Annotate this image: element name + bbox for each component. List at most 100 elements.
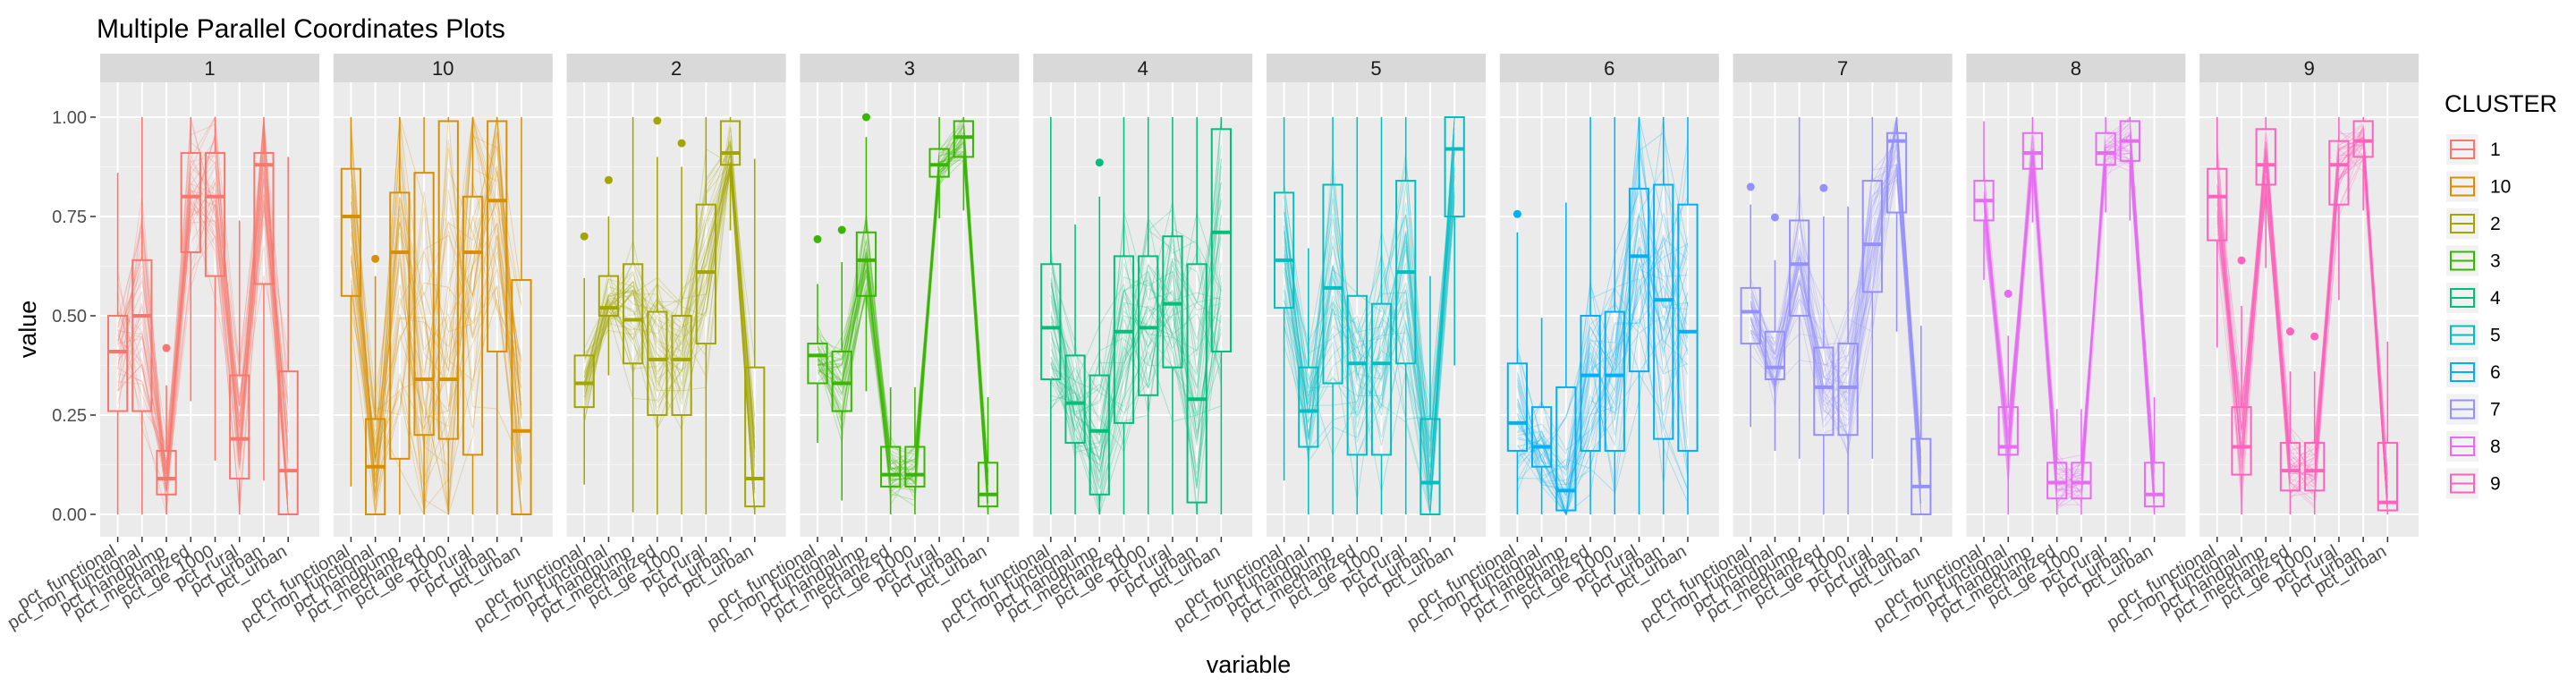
parallel-line bbox=[117, 116, 289, 515]
box-body bbox=[1298, 366, 1319, 448]
parallel-line bbox=[350, 201, 522, 515]
box-body bbox=[1506, 362, 1529, 452]
box-body bbox=[1531, 406, 1553, 468]
parallel-line bbox=[583, 163, 756, 432]
facet-strip bbox=[800, 54, 1020, 82]
facet-strip-label: 9 bbox=[2304, 57, 2315, 80]
parallel-line bbox=[117, 148, 289, 515]
parallel-line bbox=[1050, 239, 1222, 508]
parallel-line bbox=[1284, 168, 1455, 446]
parallel-line bbox=[1516, 243, 1689, 497]
parallel-line bbox=[1750, 123, 1922, 464]
parallel-line bbox=[1050, 165, 1222, 489]
parallel-line bbox=[583, 144, 756, 466]
parallel-line bbox=[1517, 212, 1689, 472]
parallel-line bbox=[350, 116, 522, 515]
parallel-line bbox=[2216, 154, 2388, 515]
parallel-line bbox=[583, 165, 756, 437]
parallel-line bbox=[1750, 153, 1922, 492]
parallel-line bbox=[817, 154, 989, 515]
parallel-line bbox=[1284, 172, 1455, 497]
box-body bbox=[623, 263, 644, 365]
box-body bbox=[1653, 183, 1674, 440]
parallel-line bbox=[1284, 153, 1455, 486]
parallel-line bbox=[817, 140, 989, 506]
parallel-line bbox=[350, 116, 522, 397]
facet-strip-label: 6 bbox=[1604, 57, 1614, 80]
facet-strip-label: 8 bbox=[2071, 57, 2081, 80]
parallel-line bbox=[583, 152, 756, 439]
facet-strip-label: 2 bbox=[671, 57, 682, 80]
legend-label: 6 bbox=[2490, 362, 2501, 383]
box-body bbox=[1580, 315, 1601, 452]
parallel-line bbox=[117, 165, 289, 466]
parallel-line bbox=[1050, 258, 1222, 414]
outlier-point bbox=[580, 232, 589, 241]
parallel-line bbox=[817, 131, 989, 487]
parallel-line bbox=[1284, 116, 1455, 458]
parallel-line bbox=[1050, 270, 1222, 469]
parallel-line bbox=[1284, 151, 1455, 487]
parallel-line bbox=[1050, 257, 1222, 485]
box-body bbox=[1162, 235, 1183, 369]
parallel-line bbox=[1750, 144, 1922, 505]
parallel-line bbox=[350, 116, 522, 464]
parallel-line bbox=[2216, 140, 2388, 506]
parallel-line bbox=[350, 116, 522, 515]
parallel-line bbox=[817, 159, 989, 514]
outlier-point bbox=[813, 234, 822, 243]
box-body bbox=[1861, 180, 1883, 293]
parallel-line bbox=[1050, 250, 1222, 490]
parallel-line bbox=[1750, 165, 1922, 515]
y-tick-label: 0.75 bbox=[52, 208, 87, 227]
box-body bbox=[131, 259, 153, 412]
parallel-line bbox=[1516, 183, 1689, 516]
parallel-line bbox=[583, 140, 756, 481]
parallel-line bbox=[117, 133, 289, 471]
parallel-line bbox=[1983, 141, 2156, 475]
parallel-line bbox=[1284, 149, 1455, 500]
box-body bbox=[413, 172, 435, 437]
parallel-line bbox=[1517, 191, 1689, 509]
outlier-point bbox=[2004, 289, 2012, 298]
parallel-line bbox=[1284, 134, 1455, 512]
parallel-line bbox=[1983, 123, 2156, 508]
parallel-line bbox=[1050, 285, 1222, 444]
parallel-line bbox=[1284, 191, 1455, 468]
parallel-line bbox=[817, 123, 989, 488]
parallel-line bbox=[817, 115, 989, 492]
box-body bbox=[744, 366, 766, 508]
legend-label: 3 bbox=[2490, 251, 2501, 272]
parallel-line bbox=[1284, 132, 1455, 486]
outlier-point bbox=[604, 175, 613, 184]
parallel-line bbox=[583, 149, 756, 452]
parallel-line bbox=[1516, 131, 1689, 492]
parallel-line bbox=[2216, 139, 2388, 479]
parallel-line bbox=[350, 167, 522, 515]
parallel-line bbox=[1284, 147, 1455, 511]
parallel-line bbox=[117, 192, 289, 491]
parallel-line bbox=[1284, 204, 1455, 515]
parallel-line bbox=[2216, 144, 2388, 510]
parallel-line bbox=[1284, 188, 1455, 456]
parallel-line bbox=[2216, 127, 2388, 493]
parallel-line bbox=[1517, 284, 1689, 516]
parallel-line bbox=[1750, 174, 1922, 459]
parallel-line bbox=[1750, 169, 1922, 515]
parallel-line bbox=[817, 151, 989, 515]
parallel-line bbox=[350, 116, 522, 483]
box-body bbox=[1911, 437, 1932, 516]
parallel-line bbox=[1050, 116, 1222, 437]
parallel-line bbox=[1750, 163, 1922, 488]
parallel-line bbox=[117, 141, 289, 479]
parallel-line bbox=[817, 123, 989, 495]
parallel-line bbox=[1050, 263, 1222, 433]
parallel-line bbox=[2216, 133, 2388, 515]
parallel-line bbox=[1516, 213, 1689, 486]
parallel-line bbox=[2216, 123, 2388, 515]
parallel-line bbox=[2216, 129, 2388, 515]
outlier-point bbox=[2310, 332, 2319, 341]
parallel-line bbox=[2216, 131, 2388, 495]
parallel-line bbox=[583, 142, 756, 448]
box-body bbox=[2377, 442, 2398, 512]
